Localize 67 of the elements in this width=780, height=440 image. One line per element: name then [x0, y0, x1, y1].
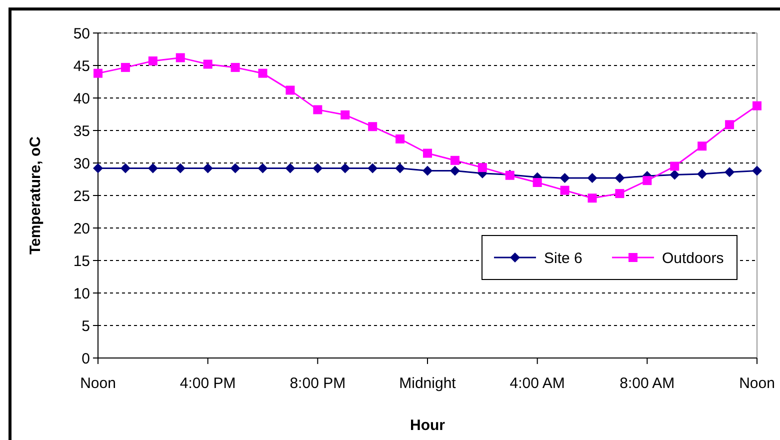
point	[615, 189, 624, 198]
point	[588, 194, 597, 203]
point	[148, 163, 158, 174]
y-tick-label: 50	[73, 25, 90, 42]
x-tick-label: 8:00 PM	[290, 375, 346, 392]
point	[697, 169, 708, 180]
point	[285, 163, 296, 174]
point	[670, 170, 680, 180]
x-tick-label: 4:00 PM	[180, 375, 236, 392]
point	[202, 163, 213, 174]
point	[230, 62, 240, 72]
x-axis-title: Hour	[410, 417, 446, 434]
point	[203, 60, 212, 69]
point	[560, 172, 570, 183]
point	[93, 163, 103, 174]
point	[698, 142, 707, 151]
x-tick-label: Midnight	[399, 375, 457, 392]
point	[532, 178, 542, 187]
point	[560, 186, 570, 195]
legend-label: Site 6	[544, 250, 582, 267]
point	[752, 101, 762, 110]
point	[614, 172, 625, 183]
y-tick-label: 45	[73, 58, 90, 75]
point	[258, 68, 268, 78]
x-tick-label: Noon	[739, 375, 775, 392]
point	[450, 156, 460, 165]
point	[368, 122, 378, 132]
point	[313, 105, 322, 114]
legend-label: Outdoors	[662, 250, 724, 267]
point	[120, 62, 130, 72]
point	[642, 176, 652, 186]
y-tick-label: 5	[82, 318, 90, 335]
point	[230, 163, 240, 174]
point	[724, 167, 735, 178]
point	[423, 148, 432, 158]
point	[148, 56, 158, 66]
point	[94, 68, 102, 78]
point	[422, 166, 432, 176]
point	[340, 110, 350, 120]
y-tick-label: 20	[73, 220, 90, 238]
y-tick-label: 25	[73, 188, 90, 205]
y-tick-label: 15	[73, 252, 90, 270]
point	[286, 86, 295, 95]
point	[396, 134, 405, 144]
point	[478, 163, 487, 172]
point	[175, 163, 186, 174]
point	[120, 163, 130, 174]
point	[258, 163, 268, 174]
point	[395, 163, 406, 174]
point	[670, 162, 680, 171]
y-tick-label: 30	[73, 155, 90, 172]
y-tick-label: 10	[73, 285, 90, 302]
point	[368, 163, 378, 174]
x-tick-label: Noon	[80, 375, 116, 392]
point	[725, 120, 734, 130]
point	[176, 53, 185, 62]
y-tick-label: 40	[73, 90, 90, 108]
x-tick-label: 4:00 AM	[510, 375, 565, 392]
point	[752, 166, 762, 176]
y-axis-title: Temperature, oC	[27, 136, 44, 255]
point	[312, 163, 323, 174]
point	[340, 163, 350, 174]
point	[450, 166, 460, 176]
x-tick-label: 8:00 AM	[620, 375, 675, 392]
point	[587, 172, 598, 183]
y-tick-label: 0	[82, 350, 90, 368]
y-tick-label: 35	[73, 122, 90, 140]
